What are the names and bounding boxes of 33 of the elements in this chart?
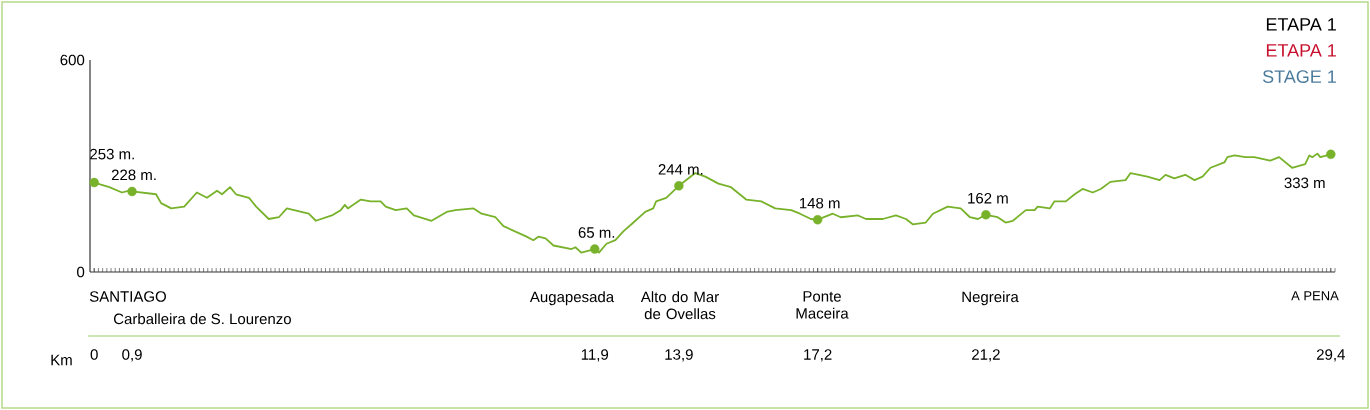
text: Negreira	[962, 291, 1019, 306]
point	[812, 215, 823, 225]
x-tick-label: 13,9	[665, 349, 693, 362]
text: Ponte Maceira	[796, 291, 849, 319]
y-tick-label: 600	[60, 54, 85, 66]
data-label: 65 m.	[578, 227, 615, 238]
point	[1326, 149, 1336, 160]
x-tick-label: 21,2	[972, 349, 1000, 362]
annotation: STAGE 1	[1262, 70, 1336, 83]
text: Augapesada	[529, 291, 615, 306]
data-label: 228 m.	[111, 169, 156, 181]
x-tick-label: 0	[90, 349, 98, 360]
text: Carballeira de S. Lourenzo	[113, 313, 291, 325]
data-label: 244 m.	[658, 164, 703, 175]
x-tick-label: 11,9	[581, 349, 609, 362]
point	[89, 177, 99, 188]
point	[590, 244, 600, 254]
text: SANTIAGO	[89, 291, 166, 302]
data-label: 148 m	[799, 197, 840, 209]
chart-title: ETAPA 1	[1266, 18, 1336, 31]
x-tick-label: 17,2	[804, 349, 832, 362]
data-label: 333 m	[1284, 177, 1325, 189]
point	[981, 210, 991, 220]
text: Alto do Mar de Ovellas	[640, 291, 719, 320]
point	[674, 181, 684, 191]
point	[127, 186, 137, 197]
data-label: 162 m	[968, 192, 1008, 204]
chart-subtitle: ETAPA 1	[1266, 44, 1336, 57]
x-tick-label: 29,4	[1316, 349, 1345, 362]
data-label: 253 m.	[90, 148, 134, 160]
x-tick-label: 0,9	[122, 349, 142, 362]
text: A PENA	[1291, 291, 1339, 301]
x-axis-title: Km	[51, 354, 72, 366]
